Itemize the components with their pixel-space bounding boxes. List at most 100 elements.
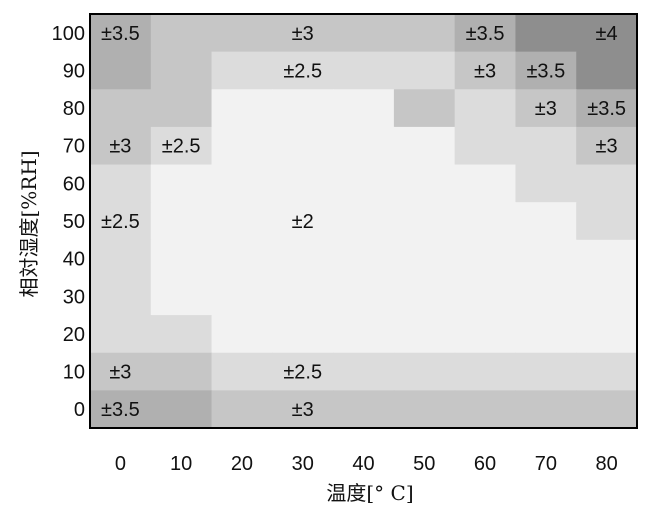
- heatmap-cell: [393, 352, 456, 391]
- heatmap-cell: [90, 315, 152, 354]
- heatmap-cell: [211, 277, 273, 316]
- heatmap-cell: [272, 126, 334, 166]
- heatmap-cell: [150, 239, 213, 279]
- cell-label: ±3.5: [587, 98, 626, 120]
- heatmap-cell: [272, 315, 334, 354]
- heatmap-cell: [515, 352, 577, 391]
- heatmap-cell: [211, 14, 273, 53]
- y-axis-title: 相対湿度[%RH]: [17, 150, 41, 297]
- cell-label: ±3: [474, 60, 496, 82]
- heatmap-cell: [454, 352, 517, 391]
- x-tick-label: 50: [413, 453, 435, 475]
- heatmap-cell: [272, 277, 334, 316]
- heatmap-cell: [576, 202, 638, 241]
- cell-label: ±3: [535, 98, 557, 120]
- heatmap-cell: [576, 277, 638, 316]
- heatmap-cell: [90, 51, 152, 90]
- heatmap-cell: [272, 352, 334, 391]
- heatmap-cell: [393, 164, 456, 203]
- cell-label: ±3: [292, 23, 314, 45]
- heatmap-cell: [515, 239, 577, 279]
- heatmap-cell: [454, 202, 517, 241]
- heatmap-cell: [515, 277, 577, 316]
- heatmap-cell: [454, 51, 517, 90]
- cell-label: ±3.5: [466, 23, 505, 45]
- heatmap-cell: [454, 14, 517, 53]
- heatmap-cell: [576, 164, 638, 203]
- heatmap-cell: [333, 352, 395, 391]
- heatmap-cell: [393, 14, 456, 53]
- heatmap-cell: [211, 352, 273, 391]
- x-axis-title: 温度[° C]: [326, 481, 413, 505]
- heatmap-cell: [333, 126, 395, 166]
- heatmap-cell: [393, 277, 456, 316]
- heatmap-cell: [150, 202, 213, 241]
- y-tick-label: 90: [63, 60, 85, 82]
- heatmap-cell: [515, 51, 577, 90]
- cell-labels: ±3.5 ±3 ±3.5 ±4 ±2.5 ±3 ±3.5 ±3 ±3.5 ±3 ±2.5 ±3 ±2.5…: [101, 23, 626, 421]
- heatmap-cell: [454, 277, 517, 316]
- heatmap-cell: [150, 89, 213, 128]
- heatmap-cell: [90, 390, 152, 429]
- heatmap-cell: [90, 14, 152, 53]
- y-tick-label: 30: [63, 286, 85, 308]
- heatmap-cell: [272, 239, 334, 279]
- cell-label: ±3: [292, 399, 314, 421]
- plot-frame: [89, 13, 638, 429]
- heatmap-cell: [515, 126, 577, 166]
- heatmap-cell: [576, 89, 638, 128]
- heatmap-cell: [211, 390, 273, 429]
- heatmap-cell: [272, 390, 334, 429]
- y-tick-label: 100: [52, 23, 85, 45]
- heatmap-cell: [90, 202, 152, 241]
- cell-label: ±3.5: [101, 23, 140, 45]
- heatmap-cell: [515, 315, 577, 354]
- heatmap-cell: [333, 14, 395, 53]
- heatmap-cell: [90, 239, 152, 279]
- cell-label: ±3: [109, 362, 131, 384]
- heatmap-cell: [515, 390, 577, 429]
- x-tick-label: 40: [352, 453, 374, 475]
- cell-label: ±2: [292, 211, 314, 233]
- heatmap-cell: [211, 164, 273, 203]
- heatmap-cell: [211, 315, 273, 354]
- cell-label: ±2.5: [283, 362, 322, 384]
- heatmap-cell: [150, 390, 213, 429]
- heatmap-cell: [150, 51, 213, 90]
- heatmap-cell: [90, 126, 152, 166]
- y-tick-label: 60: [63, 173, 85, 195]
- heatmap-cell: [576, 315, 638, 354]
- cell-label: ±2.5: [283, 60, 322, 82]
- y-tick-label: 70: [63, 136, 85, 158]
- heatmap-cell: [90, 89, 152, 128]
- heatmap-cell: [272, 89, 334, 128]
- heatmap-cell: [333, 315, 395, 354]
- heatmap-cell: [576, 390, 638, 429]
- heatmap-cell: [454, 164, 517, 203]
- heatmap-cell: [272, 202, 334, 241]
- x-tick-label: 10: [170, 453, 192, 475]
- y-tick-label: 20: [63, 324, 85, 346]
- heatmap-cell: [90, 352, 152, 391]
- heatmap-cell: [90, 164, 152, 203]
- heatmap-cell: [333, 239, 395, 279]
- heatmap-cell: [454, 390, 517, 429]
- heatmap-cell: [393, 315, 456, 354]
- heatmap-cell: [576, 352, 638, 391]
- heatmap-cell: [393, 239, 456, 279]
- heatmap-cell: [576, 239, 638, 279]
- heatmap-cell: [211, 89, 273, 128]
- cell-label: ±3: [596, 136, 618, 158]
- heatmap-cell: [393, 126, 456, 166]
- cell-label: ±2.5: [162, 136, 201, 158]
- y-tick-label: 40: [63, 249, 85, 271]
- heatmap-cell: [211, 202, 273, 241]
- heatmap-cells: [90, 14, 638, 429]
- heatmap-cell: [454, 89, 517, 128]
- heatmap-cell: [150, 352, 213, 391]
- heatmap-cell: [150, 164, 213, 203]
- heatmap-cell: [272, 164, 334, 203]
- heatmap-cell: [333, 51, 395, 90]
- cell-label: ±3.5: [101, 399, 140, 421]
